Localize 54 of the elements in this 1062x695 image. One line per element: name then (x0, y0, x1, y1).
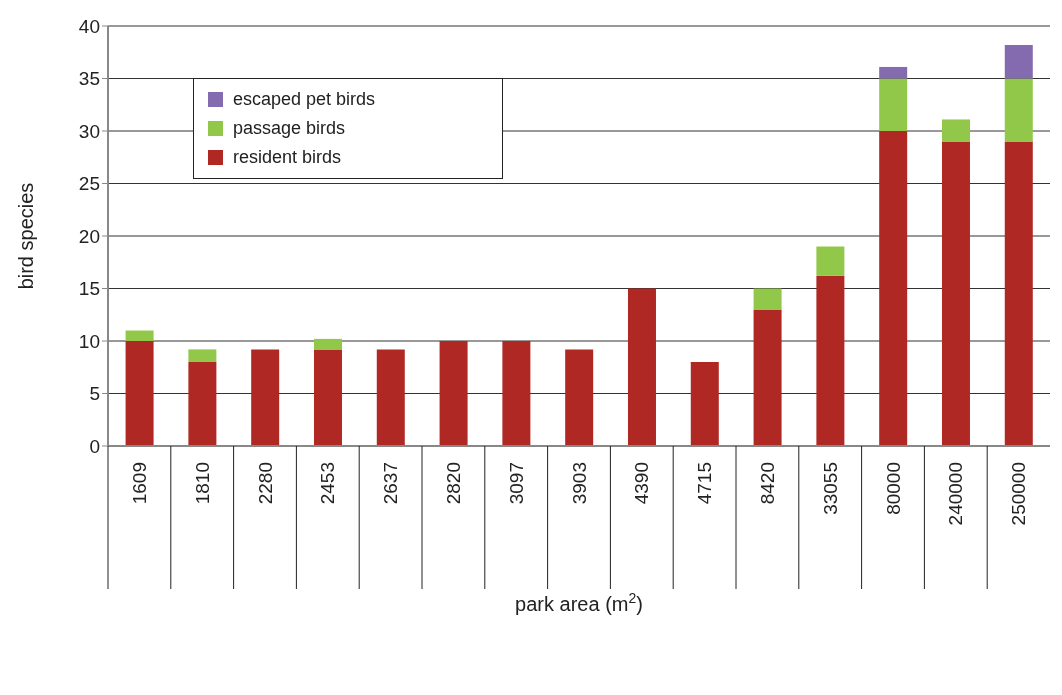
x-tick-label: 3097 (505, 462, 527, 505)
bar (816, 246, 845, 276)
legend-label: resident birds (233, 147, 342, 168)
bar (565, 349, 594, 446)
x-tick-label: 2280 (254, 462, 276, 505)
bar (753, 309, 782, 446)
y-tick-label: 10 (78, 330, 100, 352)
x-tick-label: 240000 (945, 462, 967, 526)
legend-label: escaped pet birds (233, 89, 376, 110)
x-tick-label: 33055 (819, 462, 841, 515)
bar (125, 330, 154, 341)
bar (941, 119, 970, 142)
bar (313, 349, 342, 446)
y-tick-label: 25 (78, 173, 100, 195)
x-axis-title: park area (m$^{2}$) (515, 590, 643, 615)
y-tick-label: 15 (78, 278, 100, 300)
bar (251, 349, 280, 446)
x-tick-label: 2453 (317, 462, 339, 505)
bar (502, 341, 531, 446)
bar (376, 349, 405, 446)
bar (690, 362, 719, 446)
x-tick-label: 2820 (442, 462, 464, 505)
y-tick-label: 5 (89, 383, 100, 405)
x-tick-label: 1810 (191, 462, 213, 505)
x-tick-label: 80000 (882, 462, 904, 515)
bar (1004, 78, 1033, 142)
bar (188, 349, 217, 362)
x-tick-label: 4715 (694, 462, 716, 505)
y-tick-label: 35 (78, 68, 100, 90)
bar (879, 78, 908, 131)
bar (941, 141, 970, 446)
y-tick-label: 0 (89, 435, 100, 457)
x-tick-label: 3903 (568, 462, 590, 505)
bar (1004, 141, 1033, 446)
bar (879, 131, 908, 446)
bar (439, 341, 468, 446)
bar (753, 288, 782, 310)
bar (188, 362, 217, 446)
bar (313, 338, 342, 350)
y-tick-label: 30 (78, 120, 100, 142)
bar (125, 341, 154, 446)
bar (627, 288, 656, 446)
x-tick-label: 4390 (631, 462, 653, 505)
x-tick-label: 8420 (756, 462, 778, 505)
x-tick-label: 1609 (128, 462, 150, 505)
x-tick-label: 250000 (1008, 462, 1030, 526)
x-tick-label: 2637 (380, 462, 402, 505)
legend-label: passage birds (233, 118, 346, 139)
y-tick-label: 20 (78, 225, 100, 247)
bar (816, 275, 845, 446)
bar (879, 66, 908, 79)
bar (1004, 44, 1033, 79)
y-axis-title: bird species (15, 182, 38, 290)
y-tick-label: 40 (78, 15, 100, 37)
